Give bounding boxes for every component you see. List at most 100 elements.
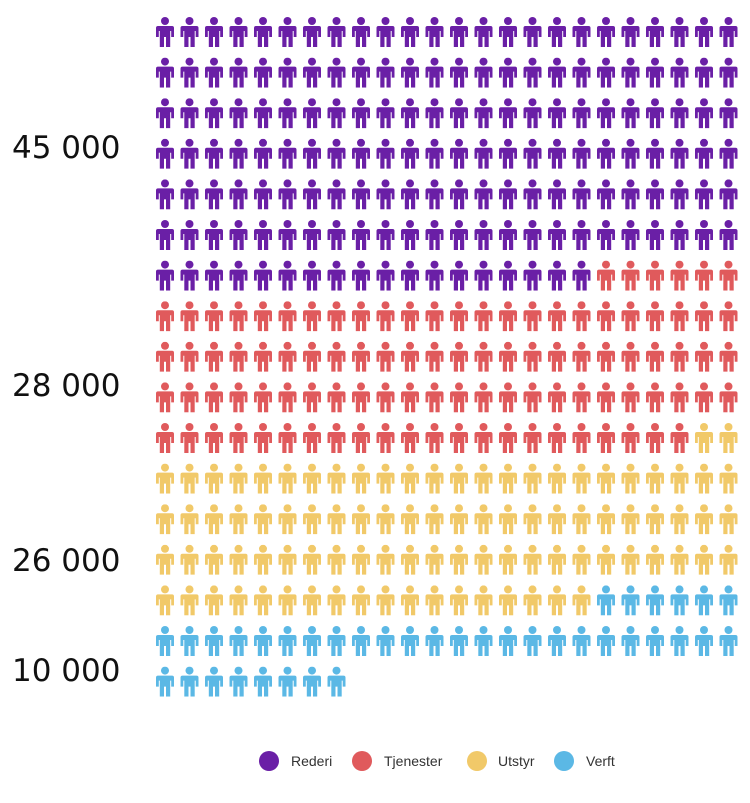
person-icon-verft <box>670 585 689 616</box>
person-icon-utstyr <box>229 585 248 616</box>
person-icon-utstyr <box>597 463 615 494</box>
person-icon-utstyr <box>303 504 321 535</box>
person-icon-rederi <box>303 98 321 129</box>
person-icon-rederi <box>254 260 272 291</box>
person-icon-rederi <box>254 220 272 250</box>
person-icon-utstyr <box>205 544 223 575</box>
person-icon-tjenester <box>278 423 297 453</box>
person-icon-rederi <box>229 260 248 291</box>
person-icon-tjenester <box>376 382 395 413</box>
legend-item-rederi[interactable]: Rederi <box>259 751 332 771</box>
person-icon-tjenester <box>474 423 493 453</box>
person-icon-verft <box>695 585 713 616</box>
person-icon-utstyr <box>376 504 395 535</box>
person-icon-rederi <box>450 220 468 250</box>
person-icon-utstyr <box>523 504 542 535</box>
person-icon-rederi <box>499 260 517 291</box>
person-icon-utstyr <box>376 544 395 575</box>
person-icon-rederi <box>156 98 174 129</box>
person-icon-utstyr <box>695 423 713 453</box>
person-icon-rederi <box>474 57 493 88</box>
person-icon-utstyr <box>401 544 419 575</box>
person-icon-verft <box>352 626 370 656</box>
person-icon-rederi <box>254 98 272 129</box>
person-icon-verft <box>278 626 297 656</box>
person-icon-rederi <box>670 17 689 47</box>
person-icon-rederi <box>450 98 468 129</box>
person-icon-rederi <box>695 57 713 88</box>
person-icon-utstyr <box>254 585 272 616</box>
person-icon-tjenester <box>499 423 517 453</box>
person-icon-tjenester <box>425 341 444 372</box>
person-icon-utstyr <box>670 544 689 575</box>
person-icon-verft <box>180 626 199 656</box>
person-icon-tjenester <box>303 301 321 332</box>
person-icon-rederi <box>254 179 272 210</box>
person-icon-rederi <box>180 220 199 250</box>
person-icon-verft <box>254 666 272 697</box>
person-icon-utstyr <box>621 544 640 575</box>
person-icon-tjenester <box>474 341 493 372</box>
person-icon-rederi <box>425 138 444 169</box>
person-icon-rederi <box>278 179 297 210</box>
person-icon-utstyr <box>523 585 542 616</box>
person-icon-tjenester <box>695 301 713 332</box>
person-icon-tjenester <box>156 341 174 372</box>
person-icon-rederi <box>572 260 591 291</box>
person-icon-tjenester <box>548 423 566 453</box>
person-icon-rederi <box>670 220 689 250</box>
person-icon-tjenester <box>474 382 493 413</box>
legend-item-utstyr[interactable]: Utstyr <box>467 751 535 771</box>
person-icon-utstyr <box>719 463 738 494</box>
person-icon-rederi <box>646 17 664 47</box>
person-icon-utstyr <box>474 463 493 494</box>
person-icon-rederi <box>180 98 199 129</box>
person-icon-tjenester <box>278 382 297 413</box>
person-icon-utstyr <box>401 463 419 494</box>
person-icon-rederi <box>695 220 713 250</box>
person-icon-verft <box>205 666 223 697</box>
person-icon-rederi <box>180 138 199 169</box>
person-icon-rederi <box>474 260 493 291</box>
person-icon-utstyr <box>719 423 738 453</box>
person-icon-rederi <box>670 57 689 88</box>
person-icon-utstyr <box>523 463 542 494</box>
person-icon-rederi <box>401 260 419 291</box>
person-icon-verft <box>695 626 713 656</box>
person-icon-tjenester <box>156 301 174 332</box>
person-icon-rederi <box>597 220 615 250</box>
person-icon-tjenester <box>376 423 395 453</box>
person-icon-tjenester <box>548 382 566 413</box>
person-icon-utstyr <box>572 463 591 494</box>
person-icon-rederi <box>450 260 468 291</box>
person-icon-verft <box>572 626 591 656</box>
person-icon-rederi <box>621 220 640 250</box>
person-icon-utstyr <box>327 463 346 494</box>
person-icon-tjenester <box>670 341 689 372</box>
person-icon-utstyr <box>401 585 419 616</box>
person-icon-tjenester <box>180 382 199 413</box>
person-icon-tjenester <box>646 341 664 372</box>
person-icon-utstyr <box>156 463 174 494</box>
legend-swatch-verft <box>554 751 574 771</box>
person-icon-rederi <box>376 98 395 129</box>
person-icon-rederi <box>278 260 297 291</box>
person-icon-utstyr <box>548 585 566 616</box>
person-icon-rederi <box>352 57 370 88</box>
person-icon-rederi <box>376 17 395 47</box>
person-icon-rederi <box>548 17 566 47</box>
person-icon-rederi <box>205 98 223 129</box>
legend-item-verft[interactable]: Verft <box>554 751 615 771</box>
person-icon-tjenester <box>180 341 199 372</box>
person-icon-rederi <box>376 260 395 291</box>
person-icon-rederi <box>303 17 321 47</box>
person-icon-rederi <box>205 220 223 250</box>
person-icon-utstyr <box>670 463 689 494</box>
person-icon-rederi <box>229 17 248 47</box>
person-icon-rederi <box>425 98 444 129</box>
person-icon-tjenester <box>401 423 419 453</box>
legend-item-tjenester[interactable]: Tjenester <box>352 751 443 771</box>
person-icon-tjenester <box>621 301 640 332</box>
person-icon-tjenester <box>180 423 199 453</box>
